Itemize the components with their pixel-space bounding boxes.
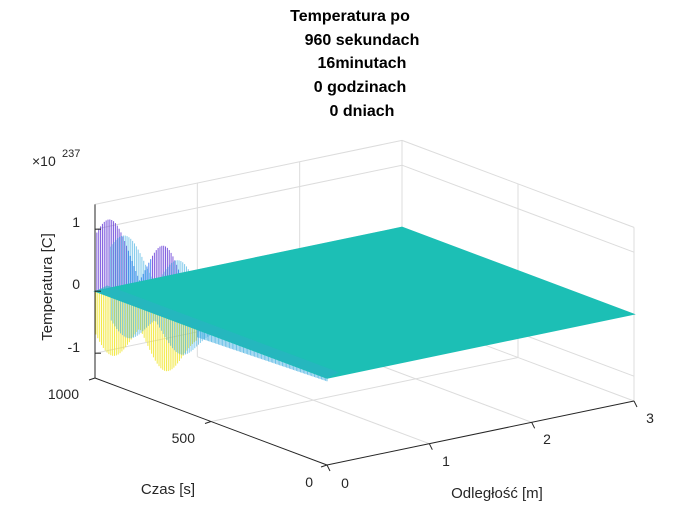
title-line-5: 0 dniach [330, 103, 395, 120]
x-tick-mark [531, 422, 536, 429]
x-tick-label: 3 [646, 410, 654, 426]
grid-line [401, 164, 635, 253]
title-line-1: Temperatura po [290, 8, 410, 25]
x-axis-label: Odległość [m] [451, 485, 543, 502]
z-exponent-power: 237 [62, 148, 80, 160]
y-axis-label: Czas [s] [141, 481, 195, 498]
y-tick-label: 1000 [48, 386, 79, 402]
z-tick-label: 1 [72, 214, 80, 230]
surface-left-edge [95, 285, 340, 379]
x-tick-mark [428, 443, 433, 450]
y-tick-label: 0 [305, 474, 313, 490]
chart-title: Temperatura po 960 sekundach 16minutach … [290, 8, 419, 120]
y-tick-label: 500 [172, 430, 196, 446]
x-axis-line [326, 400, 635, 466]
y-tick-mark [320, 464, 328, 468]
y-tick-mark [88, 377, 96, 381]
axis-lines [88, 204, 638, 472]
grid-line [210, 357, 519, 422]
z-exponent: ×10 237 [32, 148, 80, 169]
grid-line [94, 164, 403, 230]
z-axis-label: Temperatura [C] [39, 233, 56, 341]
x-tick-mark [633, 400, 638, 408]
grid-line [94, 139, 403, 205]
x-tick-label: 2 [543, 431, 551, 447]
z-tick-label: 0 [72, 276, 80, 292]
z-ticks: 1 0 -1 [68, 214, 81, 355]
x-tick-label: 1 [442, 453, 450, 469]
z-tick-label: -1 [68, 339, 81, 355]
title-line-3: 16minutach [318, 55, 407, 72]
x-tick-label: 0 [341, 475, 349, 491]
x-ticks: 0 1 2 3 [341, 410, 654, 491]
title-line-4: 0 godzinach [314, 79, 406, 96]
z-exponent-base: ×10 [32, 153, 56, 169]
title-line-2: 960 sekundach [305, 32, 420, 49]
x-tick-mark [326, 464, 331, 472]
y-tick-mark [204, 421, 212, 424]
surface-edge-strip [95, 285, 340, 379]
y-ticks: 1000 500 0 [48, 386, 313, 490]
